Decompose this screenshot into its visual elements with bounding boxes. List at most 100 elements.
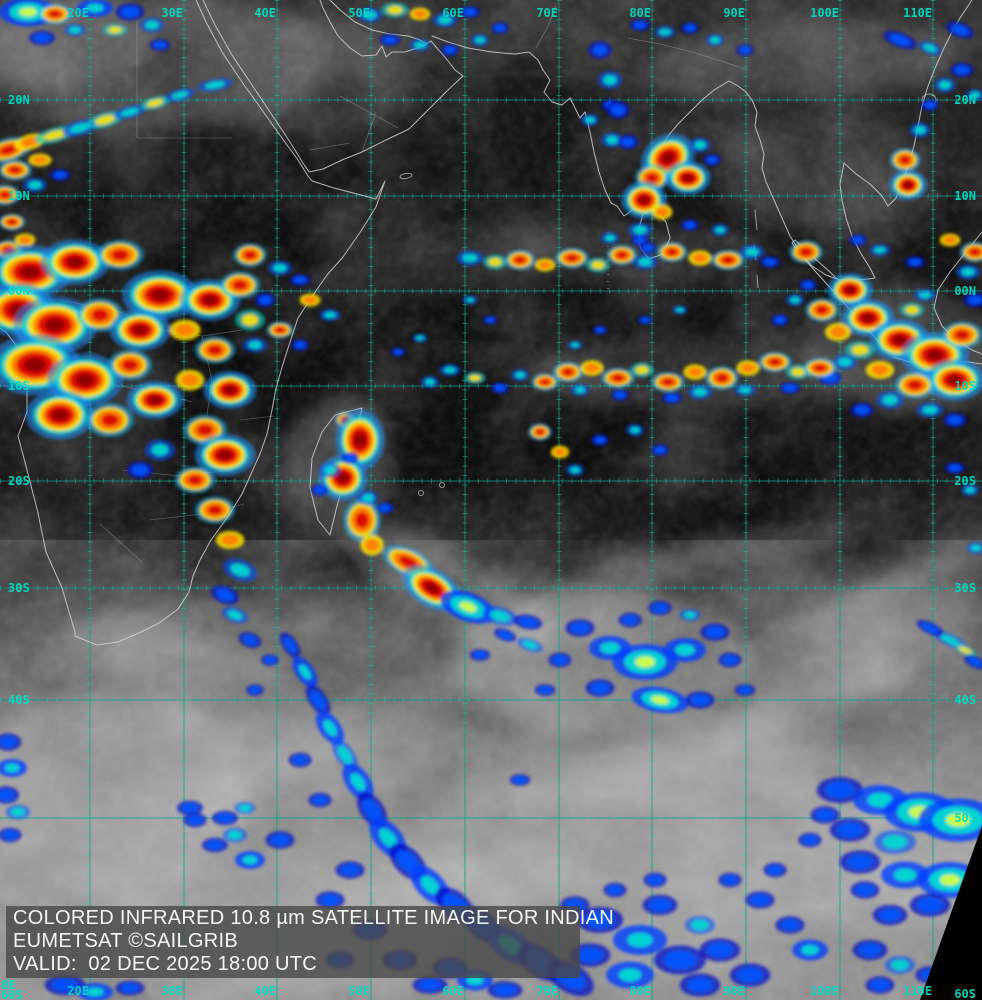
grid-label-20S-left: 20S — [8, 474, 30, 488]
conv-cell — [699, 938, 741, 962]
conv-cell — [966, 89, 982, 101]
conv-cell — [6, 804, 30, 820]
conv-cell — [711, 249, 745, 271]
conv-cell — [601, 132, 623, 148]
conv-cell — [934, 77, 956, 93]
conv-cell — [140, 17, 164, 33]
valid-line: VALID: 02 DEC 2025 18:00 UTC — [13, 953, 318, 975]
convection-cluster-indochina — [883, 21, 982, 201]
conv-cell — [0, 159, 32, 181]
conv-cell — [194, 434, 256, 476]
conv-cell — [630, 362, 654, 378]
conv-cell — [679, 973, 721, 997]
conv-cell — [268, 260, 292, 276]
conv-cell — [664, 638, 706, 662]
grid-label-90E-top: 90E — [723, 6, 745, 20]
conv-cell — [0, 759, 27, 777]
conv-cell — [222, 606, 248, 624]
conv-cell — [849, 234, 867, 246]
conv-cell — [421, 376, 439, 388]
conv-cell — [576, 906, 624, 934]
conv-cell — [909, 122, 931, 138]
conv-cell — [654, 26, 676, 38]
conv-cell — [319, 462, 341, 478]
conv-cell — [841, 299, 895, 337]
conv-cell — [885, 956, 915, 974]
conv-cell — [122, 270, 198, 320]
africa-coastline — [0, 0, 386, 646]
conv-cell — [943, 412, 967, 428]
conv-cell — [440, 590, 496, 624]
conv-cell — [469, 649, 491, 661]
conv-cell — [175, 369, 205, 391]
conv-cell — [238, 632, 262, 648]
mauritius-island — [439, 482, 445, 488]
conv-cell — [528, 423, 552, 441]
grid-label-30E-top: 30E — [161, 6, 183, 20]
grid-label-110E-top: 110E — [903, 6, 932, 20]
conv-cell — [950, 62, 974, 78]
conv-cell — [0, 786, 20, 804]
grid-label-80E-top: 80E — [629, 6, 651, 20]
conv-cell — [194, 496, 236, 524]
conv-cell — [145, 439, 175, 461]
conv-cell — [288, 752, 312, 768]
grid-label-00N-left: 00N — [8, 284, 30, 298]
conv-cell — [265, 831, 295, 849]
conv-cell — [360, 534, 384, 556]
conv-cell — [279, 632, 301, 658]
conv-cell — [115, 980, 145, 996]
conv-cell — [357, 490, 379, 506]
info-overlay: COLORED INFRARED 10.8 µm SATELLITE IMAGE… — [6, 906, 614, 978]
conv-cell — [585, 679, 615, 697]
conv-cell — [40, 239, 110, 285]
conv-cell — [211, 585, 239, 605]
conv-cell — [642, 894, 678, 916]
conv-cell — [612, 644, 678, 680]
conv-cell — [511, 369, 529, 381]
grid-label-20N-right: 20N — [954, 93, 976, 107]
conv-cell — [805, 298, 839, 322]
conv-cell — [581, 114, 599, 126]
conv-cell — [648, 600, 672, 616]
conv-cell — [872, 904, 908, 926]
conv-cell — [959, 241, 982, 263]
conv-cell — [786, 364, 810, 380]
conv-cell — [606, 961, 654, 989]
conv-cell — [550, 445, 570, 459]
conv-cell — [956, 264, 980, 280]
conv-cell — [706, 34, 724, 46]
conv-cell — [487, 981, 523, 999]
conv-cell — [580, 360, 604, 376]
conv-cell — [953, 643, 977, 657]
conv-cell — [736, 44, 754, 56]
conv-cell — [456, 250, 484, 266]
conv-cell — [289, 274, 311, 286]
conv-cell — [315, 891, 345, 909]
conv-cell — [626, 424, 644, 436]
conv-cell — [493, 628, 517, 642]
conv-cell — [169, 319, 201, 341]
conv-cell — [341, 452, 359, 464]
conv-cell — [889, 169, 927, 201]
grid-label-10S-left: 10S — [8, 379, 30, 393]
conv-cell — [909, 893, 951, 917]
reunion-island — [418, 490, 424, 496]
conv-cell — [665, 160, 711, 196]
conv-cell — [107, 349, 153, 381]
conv-cell — [567, 340, 583, 350]
conv-cell — [946, 21, 974, 39]
conv-cell — [115, 3, 145, 21]
conv-cell — [534, 258, 556, 272]
grid-label-60E-top: 60E — [442, 6, 464, 20]
conv-cell — [233, 243, 267, 267]
grid-label-40E-bottom: 40E — [254, 984, 276, 998]
conv-cell — [734, 384, 756, 396]
conv-cell — [798, 832, 822, 848]
grid-label-70E-top: 70E — [536, 6, 558, 20]
conv-cell — [433, 12, 457, 28]
conv-cell — [390, 347, 406, 357]
conv-cell — [900, 302, 924, 318]
no-data-wedge — [920, 826, 982, 1000]
